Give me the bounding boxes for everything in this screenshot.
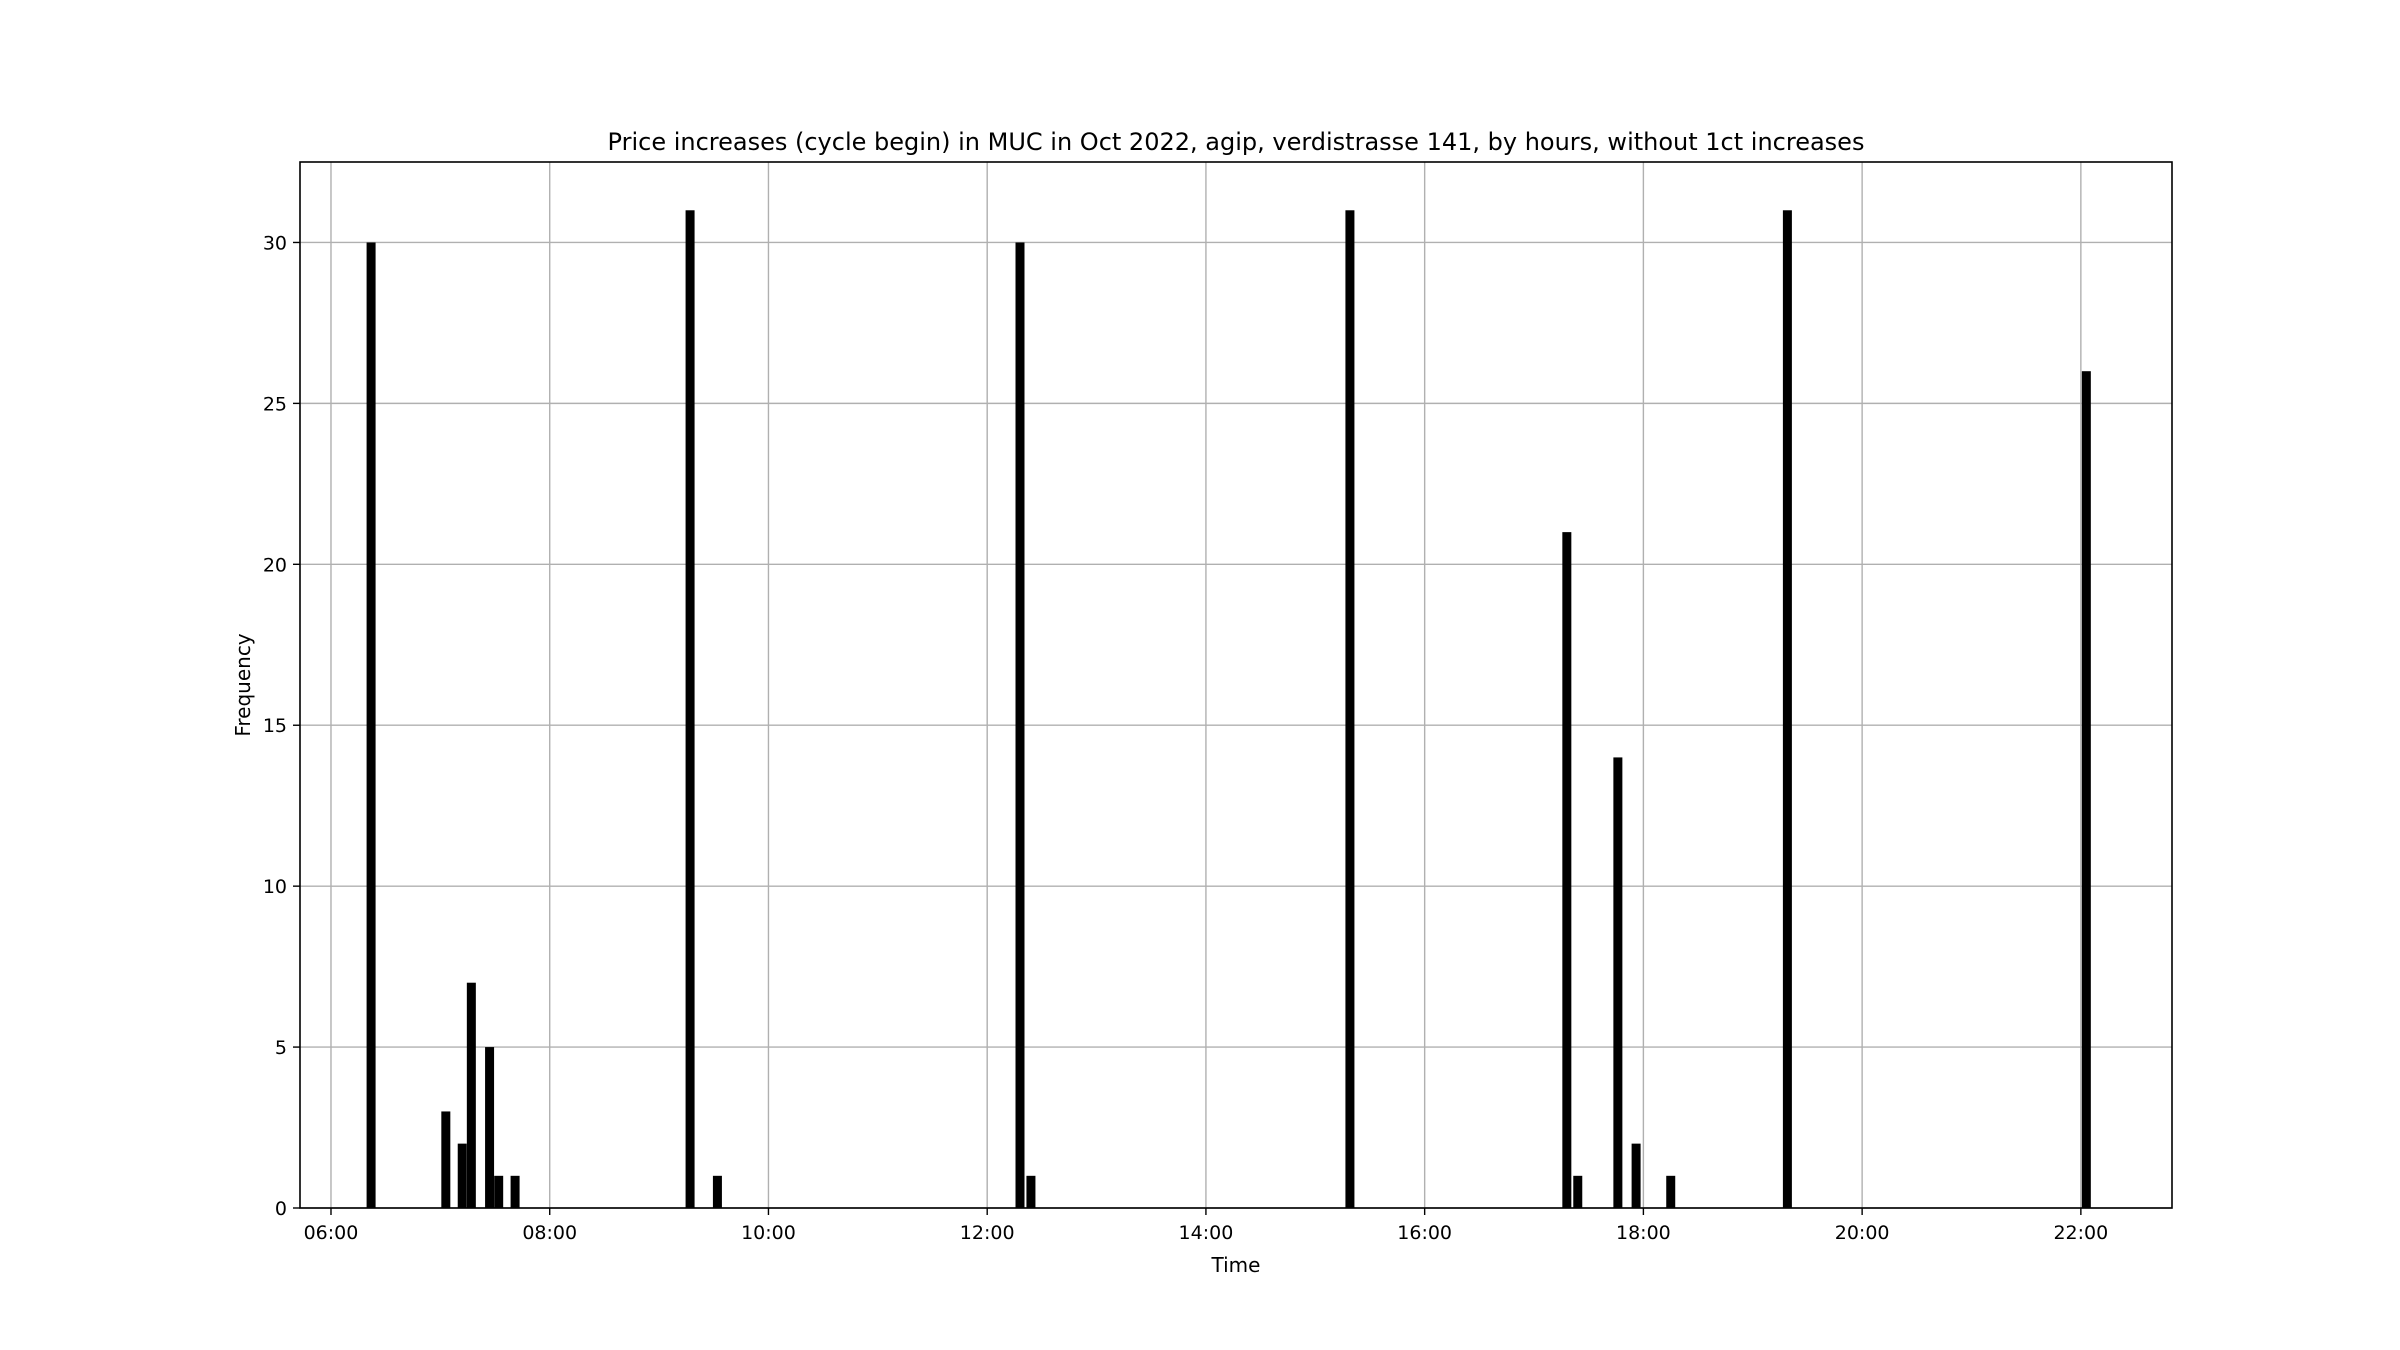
y-tick-label: 0 — [275, 1198, 287, 1220]
bars — [366, 210, 2091, 1208]
x-tick-label: 14:00 — [1179, 1222, 1234, 1244]
histogram-bar — [1782, 210, 1792, 1208]
y-tick-label: 20 — [263, 554, 287, 576]
histogram-bar — [712, 1175, 722, 1208]
histogram-bar — [441, 1111, 451, 1208]
x-axis-label: Time — [1211, 1253, 1261, 1277]
histogram-bar — [1026, 1175, 1036, 1208]
plot-frame — [299, 161, 2173, 1209]
histogram-bar — [494, 1175, 504, 1208]
x-tick-label: 06:00 — [304, 1222, 359, 1244]
histogram-bar — [1613, 757, 1623, 1208]
histogram-bar — [1573, 1175, 1583, 1208]
x-tick-label: 08:00 — [522, 1222, 577, 1244]
histogram-bar — [1631, 1143, 1641, 1208]
x-tick-label: 12:00 — [960, 1222, 1015, 1244]
x-tick-label: 10:00 — [741, 1222, 796, 1244]
ticks: 06:00 08:00 10:00 12:00 14:00 16:00 18:00 20:00… — [263, 232, 2108, 1244]
y-tick-label: 15 — [263, 715, 287, 737]
histogram-bar — [1345, 210, 1355, 1208]
histogram-bar — [457, 1143, 467, 1208]
histogram-bar — [2081, 371, 2091, 1208]
y-axis-label: Frequency — [231, 633, 255, 736]
histogram-bar — [685, 210, 695, 1208]
x-tick-label: 22:00 — [2053, 1222, 2108, 1244]
histogram-bar — [1666, 1175, 1676, 1208]
x-tick-label: 16:00 — [1397, 1222, 1452, 1244]
y-tick-label: 25 — [263, 393, 287, 415]
chart-title: Price increases (cycle begin) in MUC in … — [608, 128, 1865, 156]
histogram-bar — [485, 1047, 495, 1208]
x-tick-label: 18:00 — [1616, 1222, 1671, 1244]
histogram-bar — [1015, 242, 1025, 1208]
x-tick-label: 20:00 — [1835, 1222, 1890, 1244]
histogram-bar — [466, 982, 476, 1208]
y-tick-label: 30 — [263, 232, 287, 254]
histogram-bar — [510, 1175, 520, 1208]
histogram-bar — [366, 242, 376, 1208]
histogram-bar — [1562, 532, 1572, 1208]
y-tick-label: 10 — [263, 876, 287, 898]
y-tick-label: 5 — [275, 1037, 287, 1059]
